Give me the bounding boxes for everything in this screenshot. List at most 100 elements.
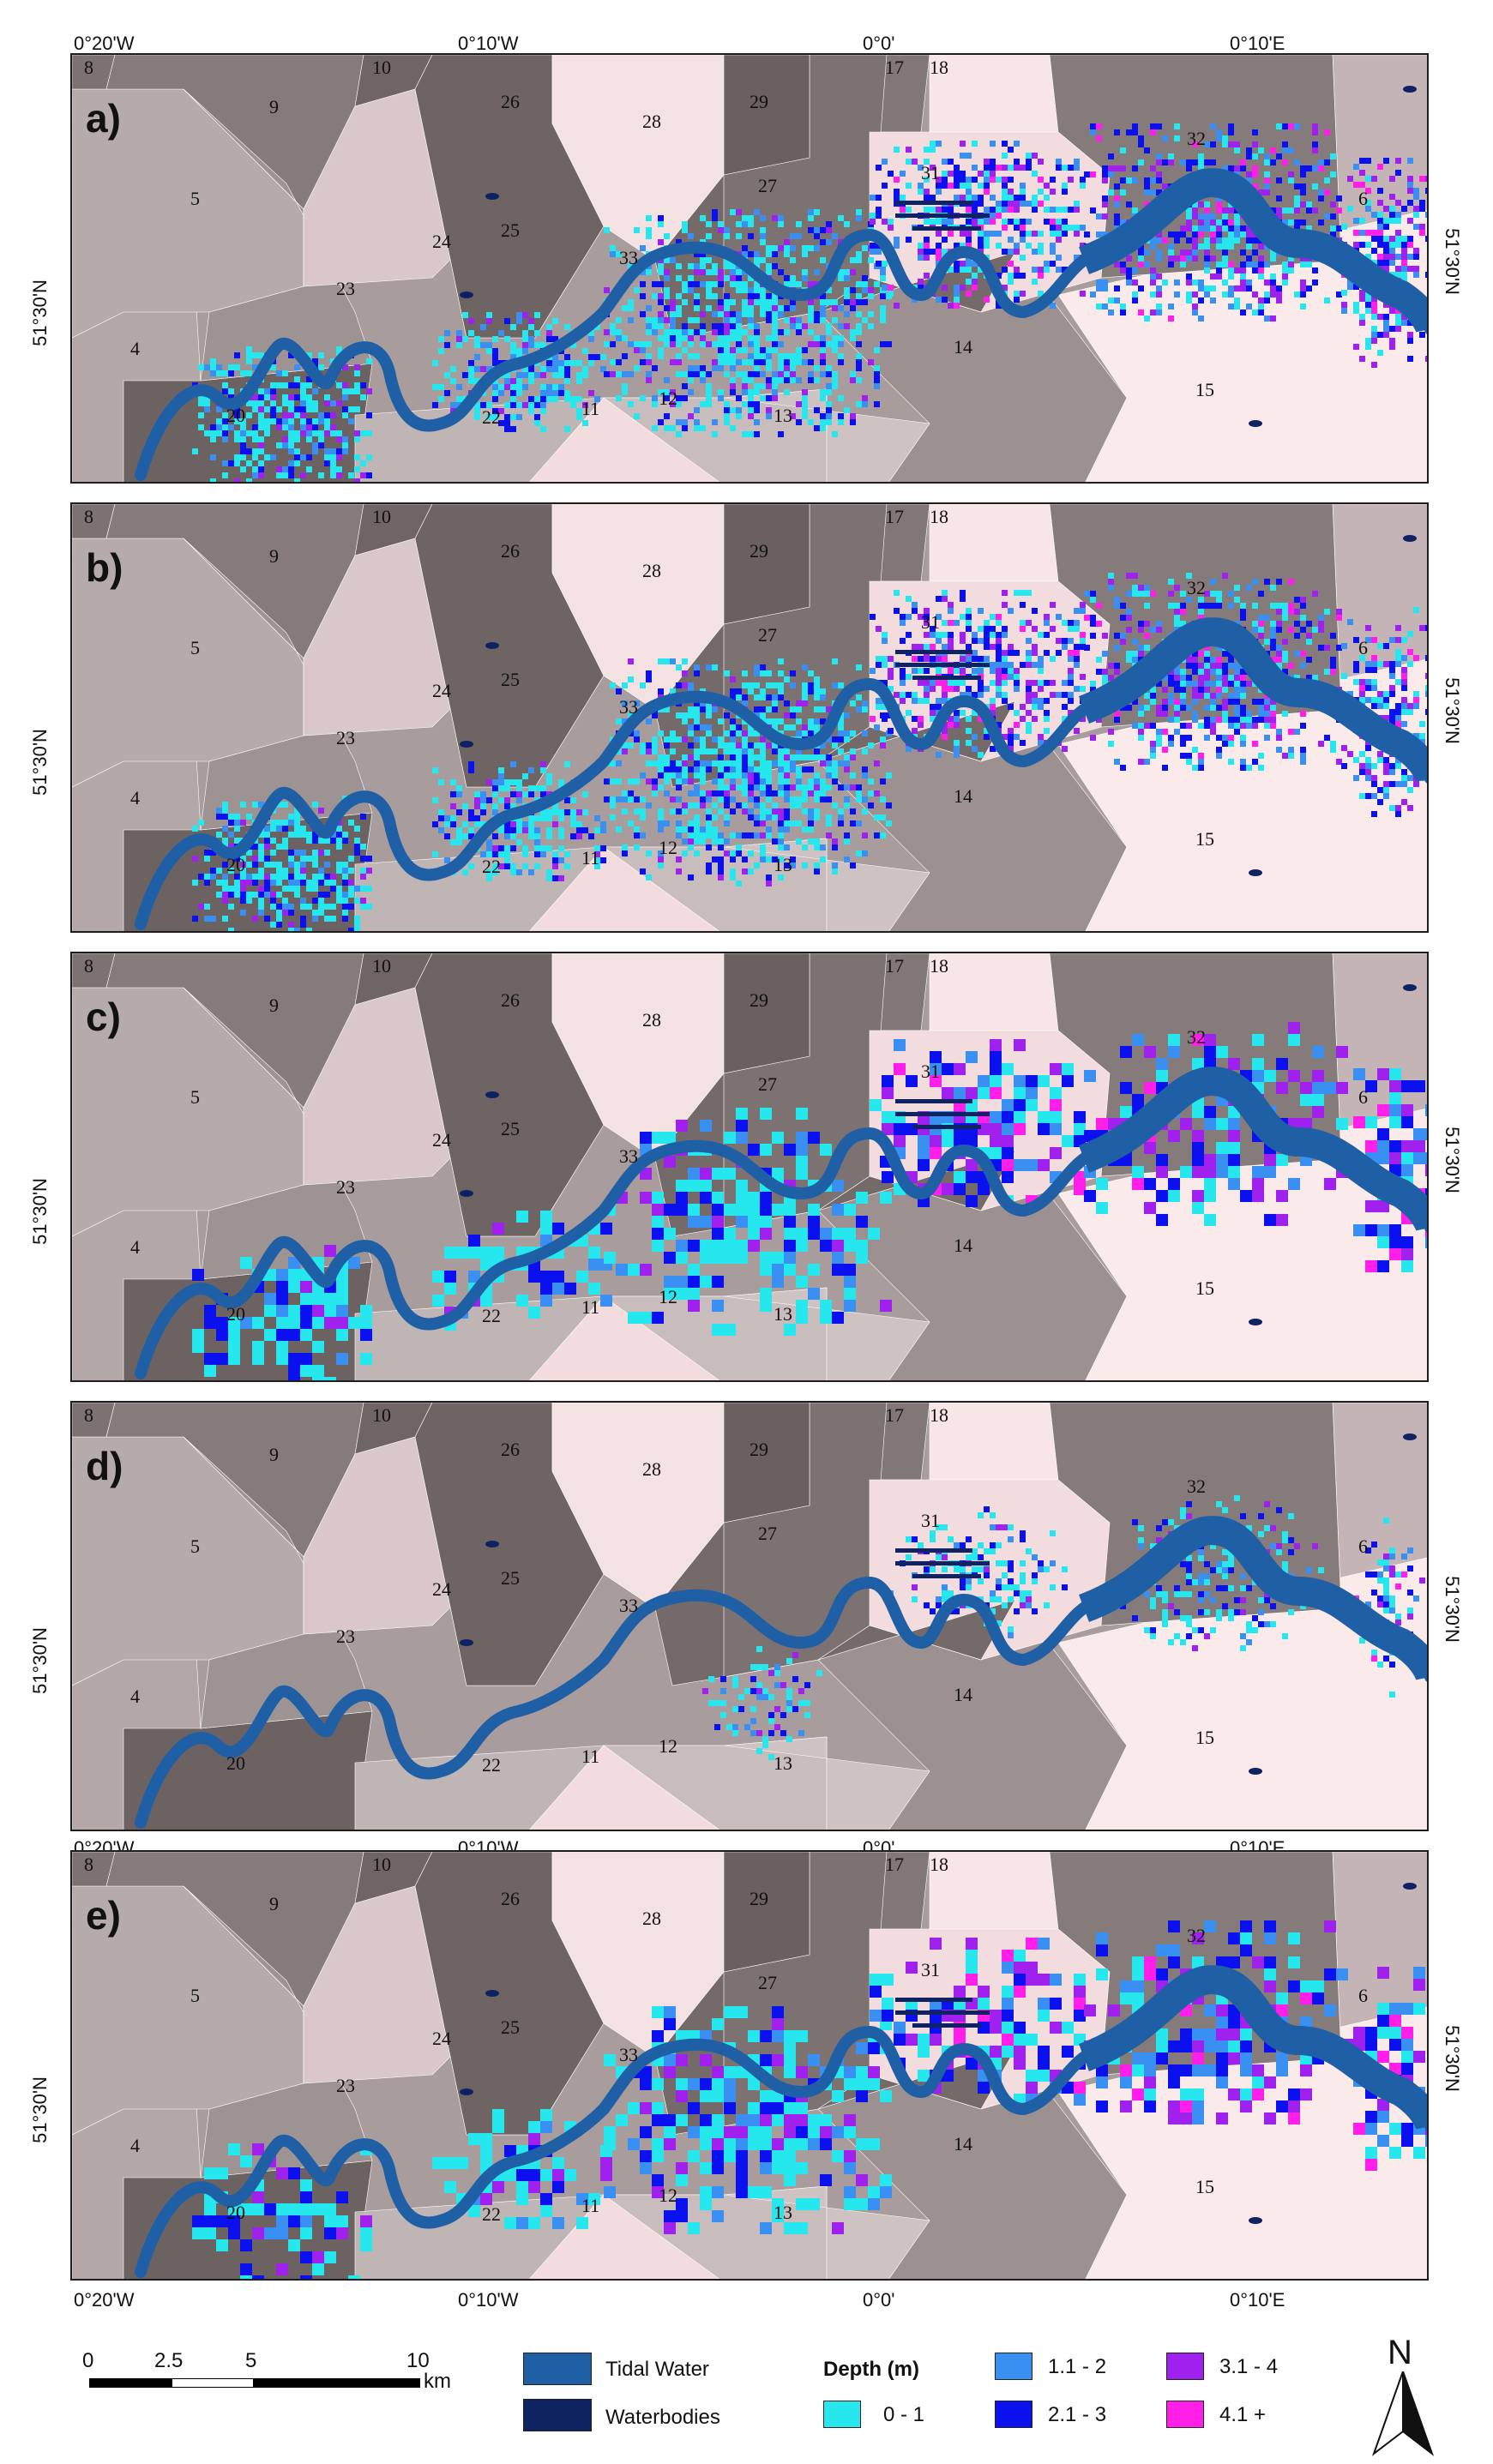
flood-zone	[1084, 1920, 1348, 2124]
panel-label: c)	[86, 995, 121, 1039]
region-label-22: 22	[482, 2203, 501, 2225]
region-label-26: 26	[501, 989, 520, 1011]
region-label-28: 28	[642, 1009, 661, 1031]
lat-label-right: 51°30'N	[1441, 1127, 1463, 1193]
region-label-33: 33	[619, 1145, 638, 1167]
region-label-15: 15	[1195, 379, 1214, 400]
region-label-15: 15	[1195, 828, 1214, 850]
region-label-17: 17	[885, 57, 904, 78]
legend-depth-4-plus-label: 4.1 +	[1219, 2403, 1267, 2426]
region-label-5: 5	[190, 188, 200, 209]
legend-depth-1-2-label: 1.1 - 2	[1048, 2355, 1107, 2378]
region-label-14: 14	[954, 2133, 972, 2154]
panel-label: a)	[86, 96, 121, 141]
lat-label-left: 51°30'N	[28, 2076, 51, 2143]
region-label-26: 26	[501, 1888, 520, 1909]
waterbody-lake	[1249, 869, 1262, 876]
waterbody-dock	[912, 1574, 981, 1578]
region-label-31: 31	[921, 162, 940, 183]
waterbody-dock	[895, 1548, 972, 1553]
region-13	[723, 1736, 930, 1830]
region-label-20: 20	[226, 1752, 245, 1774]
map-panel-c: 4 5 6 8 9 10 11 12 13 14 15 17 18 20 22 23 24 25 26 27 28 29 3…	[70, 952, 1429, 1382]
region-label-25: 25	[501, 1567, 520, 1589]
region-label-31: 31	[921, 611, 940, 633]
region-label-6: 6	[1358, 1985, 1368, 2006]
flood-zone	[870, 1039, 1086, 1207]
scale-unit: km	[424, 2370, 451, 2393]
lat-label-right: 51°30'N	[1441, 677, 1463, 744]
region-label-8: 8	[84, 1404, 93, 1426]
region-label-29: 29	[750, 989, 768, 1011]
region-label-13: 13	[774, 405, 792, 426]
waterbody-lake	[1403, 86, 1417, 93]
region-label-32: 32	[1187, 1475, 1206, 1497]
river-thames-estuary	[1078, 1965, 1427, 2130]
region-29	[723, 1403, 810, 1523]
scale-tick-10: 10	[406, 2349, 430, 2372]
waterbody-dock	[895, 1112, 990, 1116]
region-label-5: 5	[190, 637, 200, 658]
region-label-23: 23	[336, 1626, 355, 1647]
region-label-8: 8	[84, 506, 93, 527]
lon-label-10w: 0°10'W	[458, 33, 519, 54]
region-label-22: 22	[482, 1305, 501, 1326]
waterbody-dock	[895, 213, 990, 218]
lon-label-10e: 0°10'E	[1230, 33, 1285, 54]
waterbody-lake	[485, 1541, 499, 1548]
lat-label-left: 51°30'N	[28, 1178, 51, 1245]
lat-label-right: 51°30'N	[1441, 2025, 1463, 2092]
region-label-22: 22	[482, 1754, 501, 1776]
region-18	[929, 1403, 1059, 1481]
region-label-8: 8	[84, 955, 93, 977]
legend-tidal-label: Tidal Water	[605, 2358, 709, 2381]
waterbody-dock	[895, 650, 972, 654]
region-label-26: 26	[501, 1439, 520, 1460]
region-label-10: 10	[372, 57, 391, 78]
region-label-23: 23	[336, 727, 355, 748]
region-label-5: 5	[190, 1535, 200, 1557]
waterbody-dock	[895, 201, 972, 205]
flood-zone	[604, 209, 892, 437]
region-label-20: 20	[226, 405, 245, 426]
flood-zone	[192, 2143, 372, 2279]
waterbody-lake	[485, 642, 499, 649]
region-label-18: 18	[930, 1854, 948, 1875]
region-label-25: 25	[501, 1118, 520, 1139]
region-label-33: 33	[619, 1595, 638, 1616]
region-18	[929, 1852, 1059, 1930]
map-panel-d: 4 5 6 8 9 10 11 12 13 14 15 17 18 20 22 23 24 25 26 27 28 29 3…	[70, 1401, 1429, 1831]
region-label-20: 20	[226, 854, 245, 875]
region-label-27: 27	[758, 1073, 777, 1095]
region-label-10: 10	[372, 1404, 391, 1426]
panel-label: e)	[86, 1893, 121, 1938]
region-label-4: 4	[130, 1686, 140, 1707]
lon-label-10e-bottom: 0°10'E	[1230, 2289, 1285, 2311]
region-label-15: 15	[1195, 2176, 1214, 2197]
flood-zone	[702, 1646, 822, 1760]
region-label-18: 18	[930, 1404, 948, 1426]
region-label-9: 9	[269, 995, 279, 1016]
region-label-29: 29	[750, 1888, 768, 1909]
waterbody-lake	[1249, 420, 1262, 427]
region-label-14: 14	[954, 1235, 972, 1256]
waterbody-lake	[485, 1990, 499, 1997]
region-label-4: 4	[130, 787, 140, 808]
legend-depth-title: Depth (m)	[823, 2358, 919, 2381]
legend-depth-2-3-swatch	[995, 2401, 1032, 2428]
region-label-10: 10	[372, 1854, 391, 1875]
region-label-17: 17	[885, 955, 904, 977]
region-label-11: 11	[581, 1746, 599, 1767]
region-label-26: 26	[501, 540, 520, 562]
scale-tick-0: 0	[82, 2349, 94, 2372]
river-thames-estuary	[1078, 617, 1427, 783]
lon-label-0-bottom: 0°0'	[863, 2289, 895, 2311]
region-label-18: 18	[930, 506, 948, 527]
flood-zone	[192, 346, 372, 482]
region-15	[1057, 1557, 1427, 1830]
waterbody-dock	[895, 1099, 972, 1103]
waterbody-lake	[485, 1091, 499, 1098]
waterbody-lake	[1403, 535, 1417, 542]
waterbody-lake	[1403, 1433, 1417, 1440]
region-label-23: 23	[336, 1176, 355, 1198]
